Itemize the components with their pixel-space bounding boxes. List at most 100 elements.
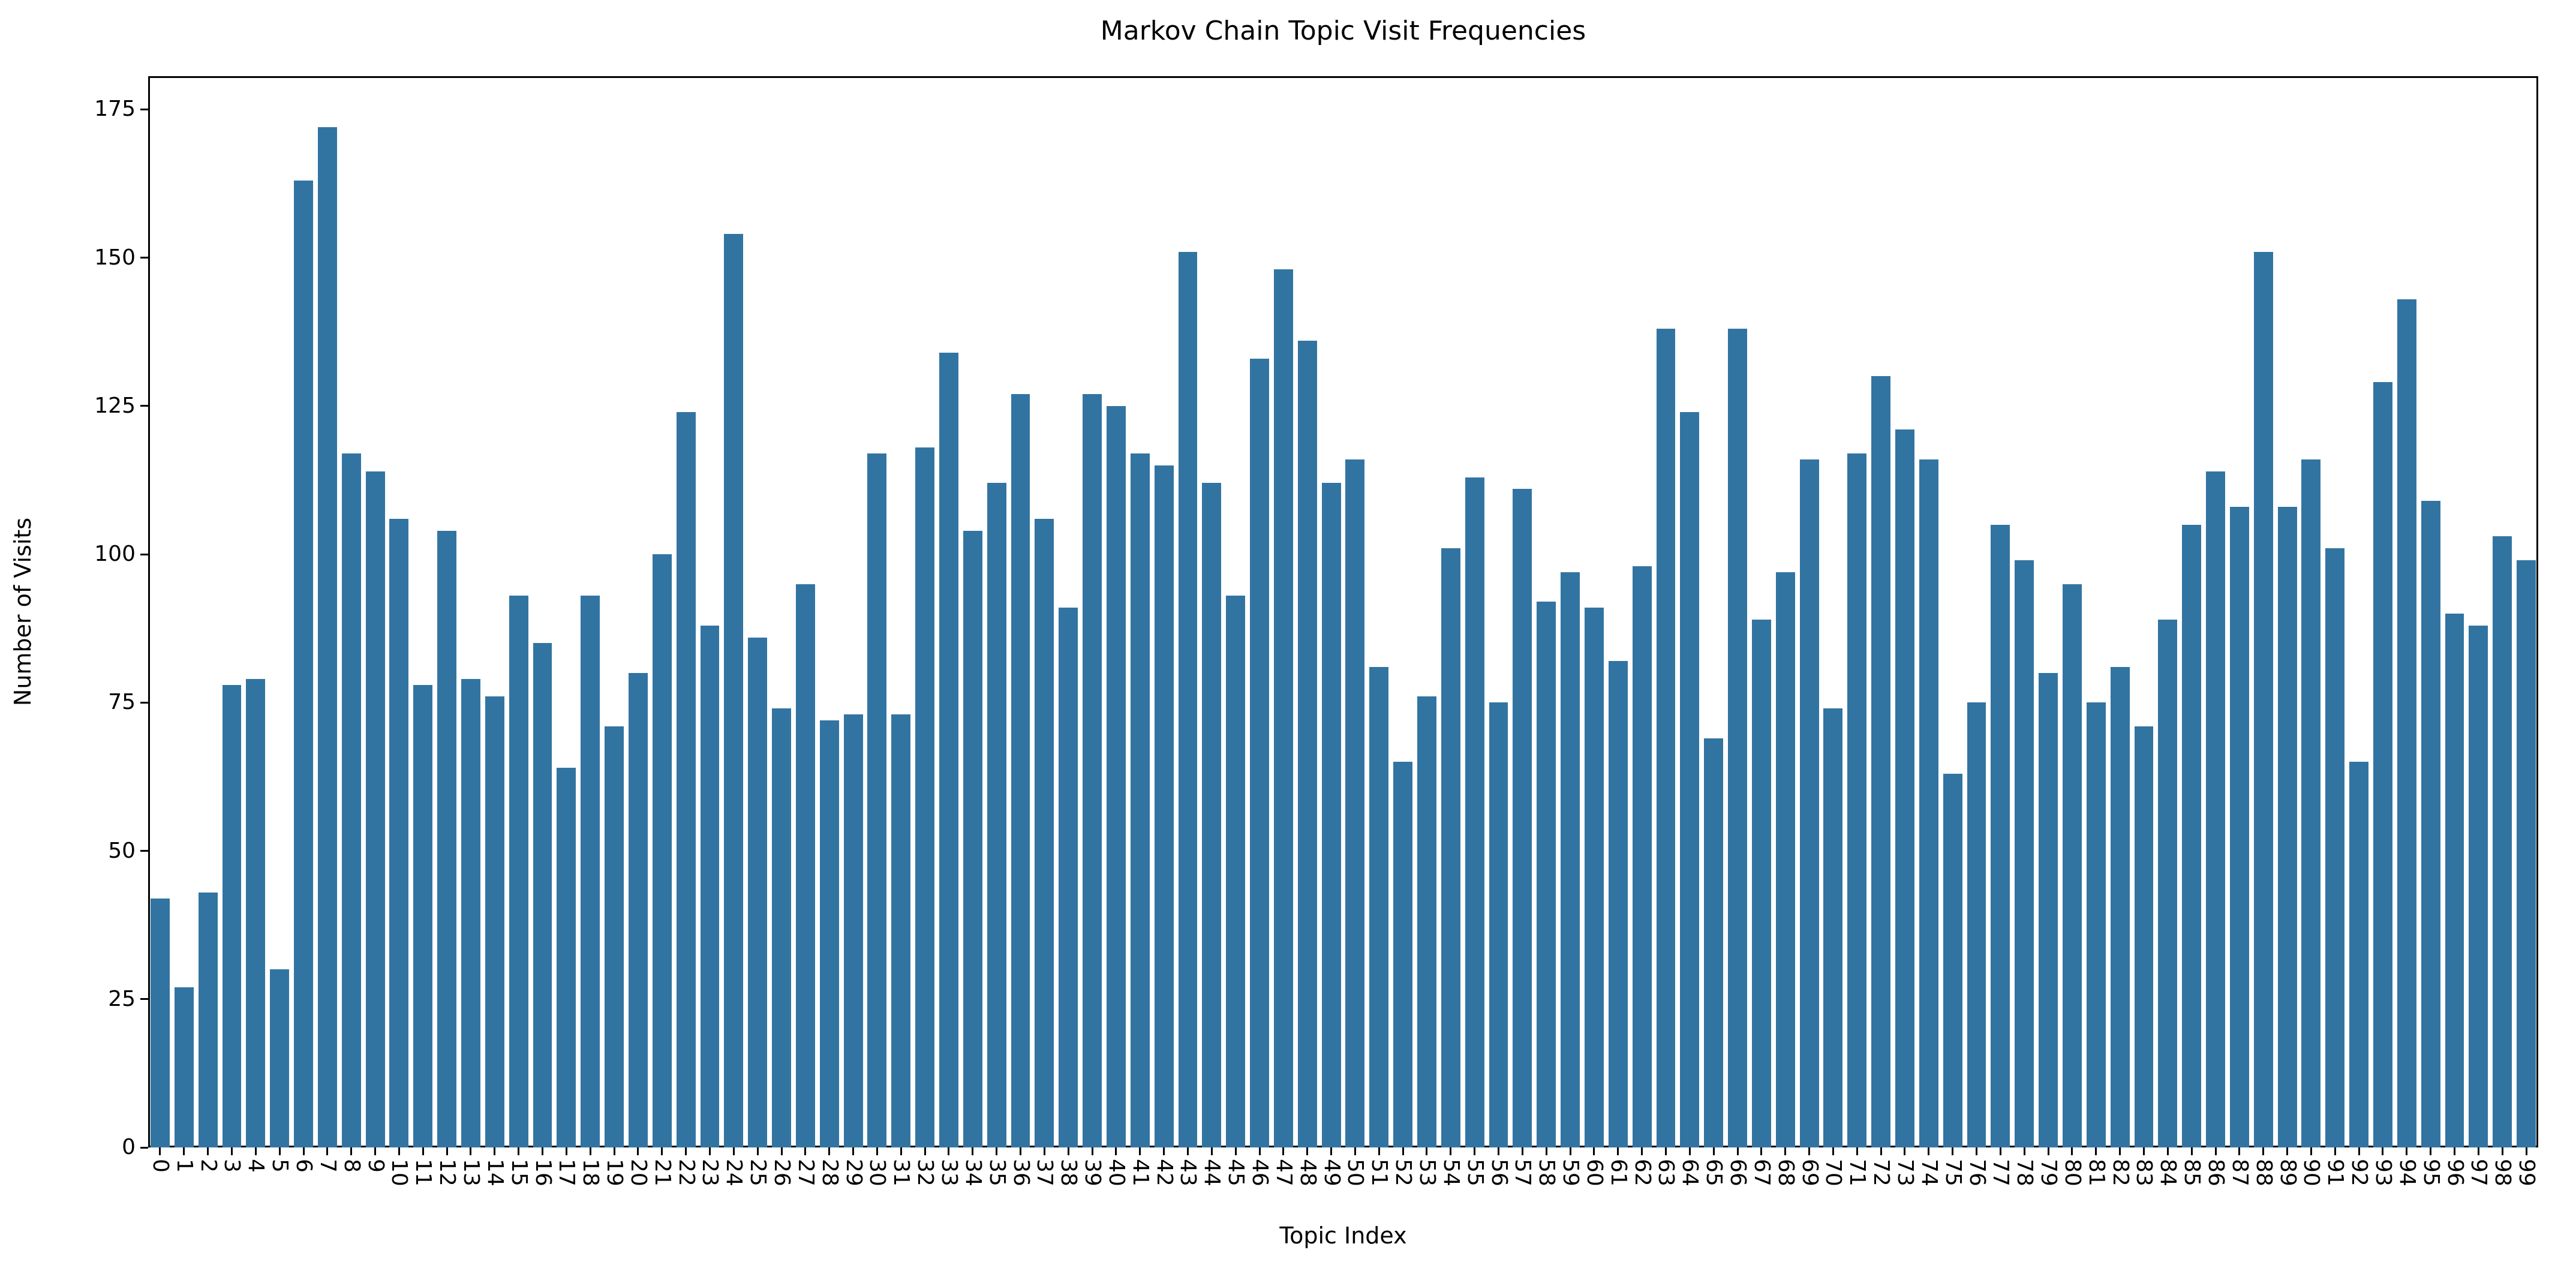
x-tick-label-81: 81 <box>2084 1159 2109 1186</box>
x-tick-label-3: 3 <box>220 1159 245 1173</box>
x-tick-64 <box>1688 1147 1691 1155</box>
y-tick-150 <box>140 257 148 259</box>
x-tick-label-4: 4 <box>244 1159 269 1173</box>
x-tick-label-25: 25 <box>746 1159 771 1186</box>
x-tick-66 <box>1736 1147 1739 1155</box>
bar-54 <box>1441 548 1460 1147</box>
bar-79 <box>2039 672 2058 1147</box>
x-tick-label-37: 37 <box>1032 1159 1057 1186</box>
bar-51 <box>1369 666 1389 1147</box>
bar-31 <box>891 714 911 1147</box>
x-tick-label-92: 92 <box>2347 1159 2372 1186</box>
bar-84 <box>2158 619 2178 1147</box>
x-tick-11 <box>422 1147 424 1155</box>
x-tick-label-56: 56 <box>1486 1159 1511 1186</box>
bar-74 <box>1919 459 1938 1147</box>
x-tick-74 <box>1928 1147 1930 1155</box>
x-tick-58 <box>1545 1147 1547 1155</box>
x-tick-label-36: 36 <box>1008 1159 1033 1186</box>
x-tick-label-19: 19 <box>602 1159 627 1186</box>
x-tick-label-0: 0 <box>148 1159 173 1173</box>
x-tick-label-7: 7 <box>315 1159 340 1173</box>
x-tick-38 <box>1067 1147 1069 1155</box>
bar-18 <box>581 596 600 1147</box>
chart-title: Markov Chain Topic Visit Frequencies <box>1100 16 1586 46</box>
bar-47 <box>1273 269 1293 1147</box>
x-tick-46 <box>1258 1147 1261 1155</box>
x-tick-label-28: 28 <box>817 1159 842 1186</box>
x-tick-label-47: 47 <box>1271 1159 1296 1186</box>
x-tick-label-98: 98 <box>2490 1159 2515 1186</box>
x-tick-27 <box>804 1147 807 1155</box>
y-tick-label-25: 25 <box>108 986 136 1011</box>
x-tick-label-6: 6 <box>291 1159 317 1173</box>
x-tick-5 <box>278 1147 281 1155</box>
x-tick-56 <box>1498 1147 1500 1155</box>
x-tick-label-58: 58 <box>1534 1159 1559 1186</box>
x-tick-76 <box>1976 1147 1978 1155</box>
y-tick-100 <box>140 553 148 555</box>
x-tick-33 <box>948 1147 950 1155</box>
x-tick-label-66: 66 <box>1726 1159 1751 1186</box>
bar-10 <box>389 518 409 1147</box>
x-tick-label-40: 40 <box>1104 1159 1129 1186</box>
bar-21 <box>652 554 672 1147</box>
bar-44 <box>1202 483 1222 1147</box>
bar-38 <box>1059 608 1078 1147</box>
bar-92 <box>2349 762 2369 1147</box>
x-tick-label-52: 52 <box>1391 1159 1416 1186</box>
bar-6 <box>294 181 313 1147</box>
x-tick-16 <box>542 1147 544 1155</box>
bar-33 <box>939 352 958 1147</box>
x-tick-label-60: 60 <box>1582 1159 1607 1186</box>
x-tick-label-10: 10 <box>387 1159 412 1186</box>
bar-22 <box>676 411 696 1147</box>
x-tick-54 <box>1450 1147 1452 1155</box>
x-tick-93 <box>2382 1147 2384 1155</box>
x-tick-26 <box>780 1147 783 1155</box>
x-tick-label-42: 42 <box>1152 1159 1177 1186</box>
x-tick-label-35: 35 <box>984 1159 1009 1186</box>
x-tick-label-96: 96 <box>2442 1159 2467 1186</box>
x-tick-label-59: 59 <box>1558 1159 1583 1186</box>
bar-0 <box>150 898 170 1147</box>
x-tick-77 <box>1999 1147 2001 1155</box>
bar-46 <box>1250 358 1269 1147</box>
x-tick-label-99: 99 <box>2514 1159 2539 1186</box>
x-tick-label-77: 77 <box>1988 1159 2013 1186</box>
y-tick-label-75: 75 <box>108 690 136 715</box>
bar-23 <box>700 625 720 1147</box>
bar-35 <box>987 483 1006 1147</box>
bar-12 <box>437 530 457 1147</box>
x-tick-41 <box>1139 1147 1141 1155</box>
bar-65 <box>1704 738 1724 1147</box>
x-tick-85 <box>2190 1147 2193 1155</box>
x-tick-78 <box>2023 1147 2025 1155</box>
bar-19 <box>605 726 624 1147</box>
x-tick-label-88: 88 <box>2251 1159 2276 1186</box>
bar-82 <box>2110 666 2130 1147</box>
bar-56 <box>1489 702 1508 1147</box>
y-tick-175 <box>140 108 148 110</box>
x-tick-99 <box>2525 1147 2527 1155</box>
x-tick-label-83: 83 <box>2132 1159 2157 1186</box>
x-tick-42 <box>1163 1147 1165 1155</box>
x-tick-1 <box>183 1147 185 1155</box>
x-tick-25 <box>756 1147 759 1155</box>
x-tick-45 <box>1234 1147 1237 1155</box>
x-tick-label-39: 39 <box>1080 1159 1105 1186</box>
x-tick-label-14: 14 <box>482 1159 507 1186</box>
x-tick-label-94: 94 <box>2394 1159 2419 1186</box>
x-tick-57 <box>1521 1147 1523 1155</box>
x-tick-label-41: 41 <box>1128 1159 1153 1186</box>
x-tick-49 <box>1330 1147 1333 1155</box>
bar-62 <box>1632 566 1652 1147</box>
bar-78 <box>2015 560 2034 1147</box>
x-tick-17 <box>565 1147 567 1155</box>
bar-17 <box>557 768 576 1147</box>
bar-11 <box>413 684 433 1147</box>
y-tick-label-125: 125 <box>94 393 136 418</box>
x-tick-4 <box>254 1147 257 1155</box>
bar-86 <box>2206 471 2225 1147</box>
x-tick-label-8: 8 <box>339 1159 364 1173</box>
